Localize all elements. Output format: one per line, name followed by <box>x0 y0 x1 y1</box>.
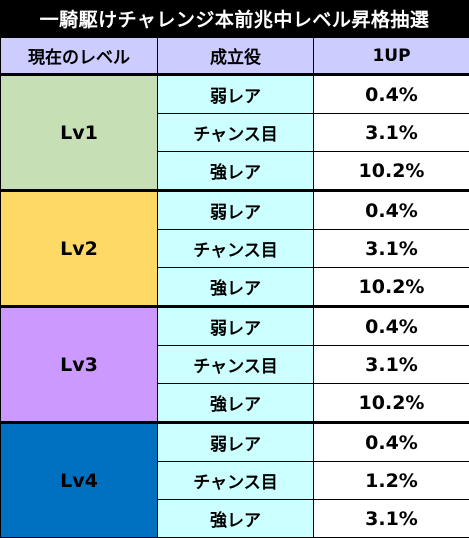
role-cell: 強レア <box>158 268 314 307</box>
level-cell-lv3: Lv3 <box>1 307 158 423</box>
role-cell: 強レア <box>158 384 314 423</box>
rate-cell: 3.1% <box>314 500 469 538</box>
role-cell: 強レア <box>158 500 314 538</box>
rate-cell: 10.2% <box>314 384 469 423</box>
level-promotion-table: 現在のレベル 成立役 1UP Lv1 弱レア 0.4% チャンス目 3.1% 強… <box>0 37 469 538</box>
header-current-level: 現在のレベル <box>1 38 158 75</box>
table-row: Lv2 弱レア 0.4% <box>1 191 469 230</box>
rate-cell: 3.1% <box>314 346 469 384</box>
rate-cell: 0.4% <box>314 307 469 346</box>
role-cell: チャンス目 <box>158 346 314 384</box>
rate-cell: 0.4% <box>314 423 469 462</box>
header-role: 成立役 <box>158 38 314 75</box>
role-cell: チャンス目 <box>158 462 314 500</box>
rate-cell: 3.1% <box>314 230 469 268</box>
role-cell: 弱レア <box>158 191 314 230</box>
role-cell: チャンス目 <box>158 230 314 268</box>
header-1up: 1UP <box>314 38 469 75</box>
role-cell: 弱レア <box>158 307 314 346</box>
role-cell: 強レア <box>158 152 314 191</box>
level-cell-lv1: Lv1 <box>1 75 158 191</box>
rate-cell: 10.2% <box>314 152 469 191</box>
role-cell: 弱レア <box>158 423 314 462</box>
rate-cell: 1.2% <box>314 462 469 500</box>
table-title: 一騎駆けチャレンジ本前兆中レベル昇格抽選 <box>0 0 469 37</box>
table-row: Lv1 弱レア 0.4% <box>1 75 469 114</box>
rate-cell: 0.4% <box>314 75 469 114</box>
header-row: 現在のレベル 成立役 1UP <box>1 38 469 75</box>
rate-cell: 10.2% <box>314 268 469 307</box>
level-cell-lv2: Lv2 <box>1 191 158 307</box>
level-cell-lv4: Lv4 <box>1 423 158 538</box>
table-row: Lv4 弱レア 0.4% <box>1 423 469 462</box>
role-cell: チャンス目 <box>158 114 314 152</box>
role-cell: 弱レア <box>158 75 314 114</box>
rate-cell: 3.1% <box>314 114 469 152</box>
rate-cell: 0.4% <box>314 191 469 230</box>
table-row: Lv3 弱レア 0.4% <box>1 307 469 346</box>
